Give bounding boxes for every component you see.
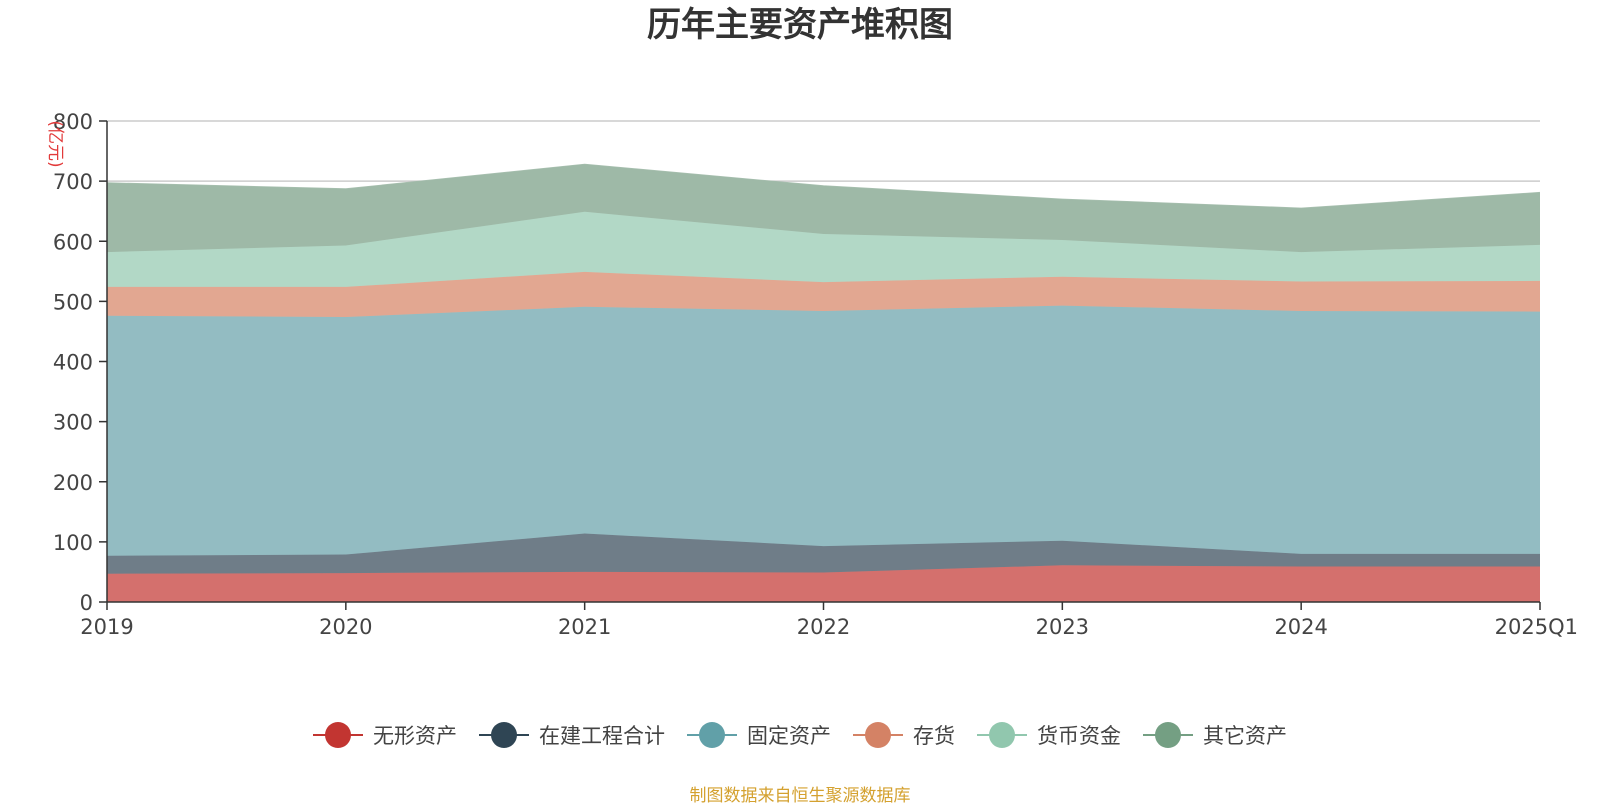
y-tick-label: 700 [53, 170, 93, 194]
area-series-0 [107, 565, 1540, 602]
legend-swatch-icon [479, 722, 529, 748]
legend-item[interactable]: 在建工程合计 [479, 720, 665, 750]
legend-label: 在建工程合计 [539, 724, 665, 748]
legend-swatch-dot [865, 722, 891, 748]
y-axis-unit-label: (亿元) [45, 120, 65, 167]
x-tick-label: 2024 [1274, 615, 1327, 639]
y-tick-label: 0 [80, 591, 93, 615]
x-tick-label: 2019 [80, 615, 133, 639]
chart-legend: 无形资产 在建工程合计 固定资产 存货 货币资金 其它资产 [0, 720, 1600, 750]
stacked-areas [106, 163, 1541, 602]
x-tick-label: 2025Q1 [1495, 615, 1578, 639]
y-tick-label: 200 [53, 471, 93, 495]
legend-label: 其它资产 [1203, 724, 1287, 748]
legend-item[interactable]: 其它资产 [1143, 720, 1287, 750]
area-series-4 [107, 211, 1540, 287]
legend-swatch-dot [325, 722, 351, 748]
y-tick-label: 100 [53, 531, 93, 555]
legend-label: 无形资产 [373, 724, 457, 748]
x-tick-label: 2023 [1036, 615, 1089, 639]
legend-swatch-dot [491, 722, 517, 748]
legend-swatch-icon [977, 722, 1027, 748]
area-edge-series-5 [106, 163, 1541, 209]
y-tick-label: 800 [53, 110, 93, 134]
legend-item[interactable]: 货币资金 [977, 720, 1121, 750]
y-tick-label: 300 [53, 411, 93, 435]
legend-label: 固定资产 [747, 724, 831, 748]
x-tick-label: 2020 [319, 615, 372, 639]
area-series-5 [107, 164, 1540, 253]
legend-label: 货币资金 [1037, 724, 1121, 748]
area-series-3 [107, 271, 1540, 317]
legend-item[interactable]: 无形资产 [313, 720, 457, 750]
legend-swatch-icon [687, 722, 737, 748]
area-series-1 [107, 533, 1540, 574]
chart-title: 历年主要资产堆积图 [647, 5, 953, 45]
x-tick-label: 2021 [558, 615, 611, 639]
data-source-note: 制图数据来自恒生聚源数据库 [689, 786, 911, 806]
x-tick-label: 2022 [797, 615, 850, 639]
y-tick-label: 400 [53, 351, 93, 375]
legend-swatch-dot [699, 722, 725, 748]
legend-swatch-dot [989, 722, 1015, 748]
legend-item[interactable]: 存货 [853, 720, 955, 750]
axes: 0 100 200 300 400 500 600 700 800 2019 2020 2021 202… [53, 110, 1578, 639]
legend-swatch-dot [1155, 722, 1181, 748]
y-tick-label: 500 [53, 290, 93, 314]
legend-label: 存货 [913, 724, 955, 748]
legend-swatch-icon [313, 722, 363, 748]
legend-item[interactable]: 固定资产 [687, 720, 831, 750]
area-series-2 [107, 305, 1540, 556]
y-tick-label: 600 [53, 230, 93, 254]
legend-swatch-icon [1143, 722, 1193, 748]
legend-swatch-icon [853, 722, 903, 748]
